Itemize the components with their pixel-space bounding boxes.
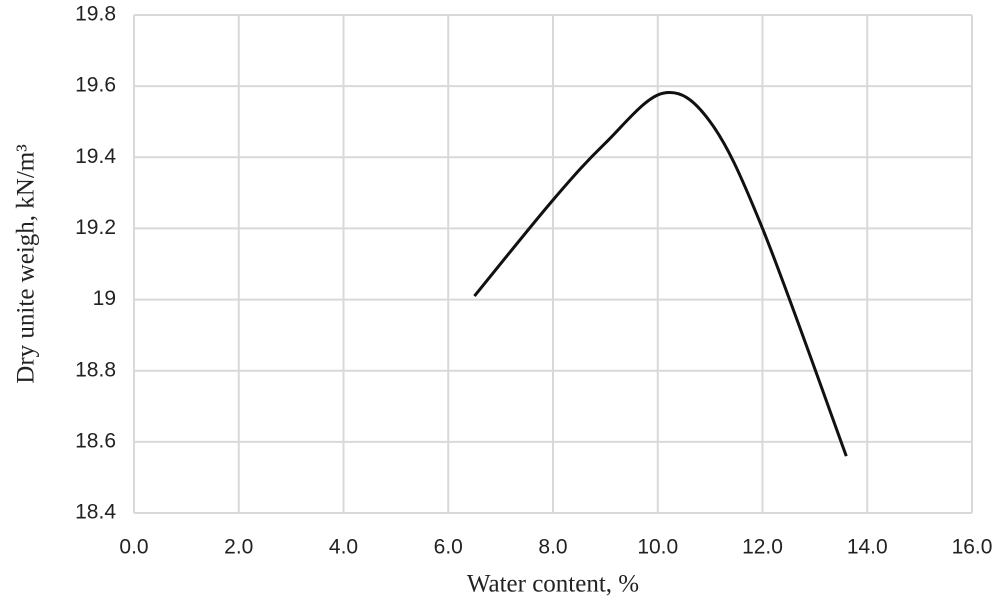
y-tick-label: 19.6 <box>75 74 116 97</box>
x-tick-label: 8.0 <box>538 536 567 559</box>
y-tick-label: 19 <box>93 287 116 310</box>
x-tick-label: 6.0 <box>434 536 463 559</box>
y-tick-label: 19.4 <box>75 145 116 168</box>
x-axis-title: Water content, % <box>467 571 639 598</box>
y-tick-label: 18.6 <box>75 429 116 452</box>
y-tick-label: 19.2 <box>75 216 116 239</box>
y-tick-label: 19.8 <box>75 3 116 26</box>
y-tick-label: 18.8 <box>75 358 116 381</box>
x-tick-label: 12.0 <box>742 536 783 559</box>
x-tick-label: 14.0 <box>847 536 888 559</box>
x-tick-label: 4.0 <box>329 536 358 559</box>
x-tick-label: 0.0 <box>119 536 148 559</box>
x-tick-label: 16.0 <box>952 536 993 559</box>
y-tick-label: 18.4 <box>75 501 116 524</box>
x-tick-label: 10.0 <box>637 536 678 559</box>
y-axis-title: Dry unite weigh, kN/m³ <box>13 144 40 384</box>
data-line <box>473 91 848 457</box>
x-tick-label: 2.0 <box>224 536 253 559</box>
